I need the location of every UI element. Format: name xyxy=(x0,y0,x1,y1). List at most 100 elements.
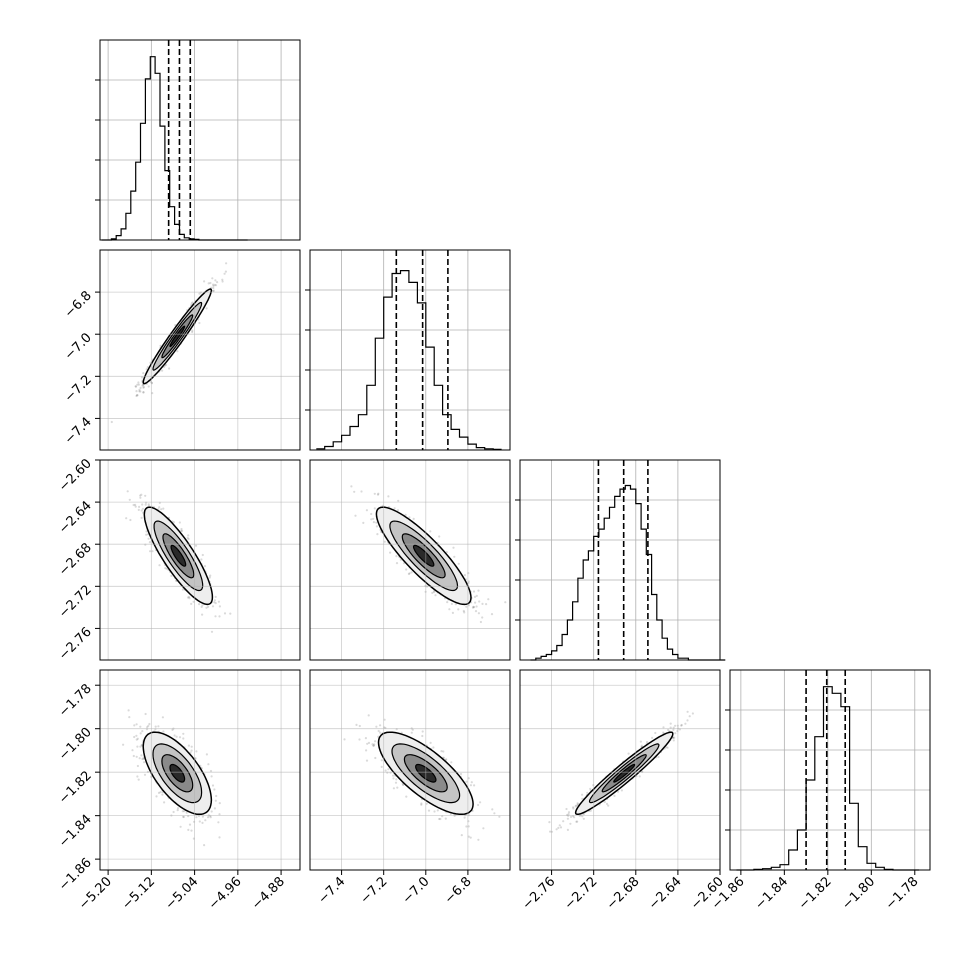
scatter-point xyxy=(473,784,476,787)
contour-level-3 xyxy=(170,544,187,567)
scatter-point xyxy=(162,507,165,510)
scatter-point xyxy=(389,551,392,554)
scatter-point xyxy=(485,603,488,606)
scatter-point xyxy=(377,729,380,733)
scatter-point xyxy=(380,765,383,769)
scatter-point xyxy=(442,756,445,759)
scatter-point xyxy=(210,286,213,289)
joint-panel-2-3 xyxy=(519,669,721,871)
scatter-point xyxy=(147,724,150,728)
scatter-point xyxy=(157,791,161,795)
scatter-point xyxy=(136,775,139,778)
scatter-point xyxy=(191,301,194,304)
scatter-point xyxy=(372,517,375,520)
scatter-point xyxy=(454,603,457,606)
scatter-point xyxy=(140,744,143,747)
joint-frame-0-3 xyxy=(99,669,301,871)
scatter-point xyxy=(205,307,208,310)
joint-plot-area xyxy=(125,490,232,633)
scatter-point xyxy=(142,511,145,514)
scatter-point xyxy=(140,376,144,379)
scatter-point xyxy=(475,605,478,608)
scatter-point xyxy=(143,773,147,776)
scatter-point xyxy=(147,504,151,507)
scatter-point xyxy=(198,820,201,823)
scatter-point xyxy=(427,809,431,812)
scatter-point xyxy=(467,604,470,607)
scatter-point xyxy=(451,611,454,615)
scatter-point xyxy=(581,793,584,796)
scatter-point xyxy=(666,746,669,749)
scatter-point xyxy=(135,738,138,741)
scatter-point xyxy=(216,281,219,284)
scatter-point xyxy=(192,600,195,603)
scatter-point xyxy=(198,321,201,325)
scatter-point xyxy=(431,591,434,595)
scatter-point xyxy=(410,571,413,574)
scatter-point xyxy=(640,744,643,747)
scatter-point xyxy=(432,591,436,594)
scatter-point xyxy=(210,630,214,633)
contour-level-3 xyxy=(412,544,435,567)
scatter-point xyxy=(176,807,180,810)
scatter-point xyxy=(217,600,220,603)
scatter-point xyxy=(481,616,484,619)
scatter-point xyxy=(187,534,190,537)
scatter-point xyxy=(201,613,204,616)
scatter-point xyxy=(365,509,368,512)
scatter-point xyxy=(639,740,643,743)
hist-panel-0 xyxy=(95,39,301,241)
hist-frame-2 xyxy=(519,459,721,661)
scatter-point xyxy=(471,606,475,609)
scatter-point xyxy=(364,737,367,740)
scatter-point xyxy=(491,808,494,811)
scatter-point xyxy=(214,279,217,282)
scatter-point xyxy=(375,521,378,524)
scatter-point xyxy=(438,535,441,538)
scatter-point xyxy=(367,714,370,717)
scatter-point xyxy=(438,817,441,821)
scatter-point xyxy=(161,716,164,719)
scatter-point xyxy=(144,503,147,506)
scatter-point xyxy=(218,615,221,618)
scatter-point xyxy=(185,811,188,814)
hist-frame-3 xyxy=(729,669,931,871)
scatter-point xyxy=(186,596,190,599)
scatter-point xyxy=(139,745,142,748)
scatter-point xyxy=(408,516,411,519)
scatter-point xyxy=(203,565,207,568)
hist-frame-1 xyxy=(309,249,511,451)
scatter-point xyxy=(200,558,203,561)
scatter-point xyxy=(436,809,439,812)
scatter-point xyxy=(218,605,221,608)
scatter-point xyxy=(201,553,204,557)
scatter-point xyxy=(203,844,206,847)
scatter-point xyxy=(217,821,220,824)
scatter-point xyxy=(654,731,657,735)
scatter-point xyxy=(162,730,165,733)
scatter-point xyxy=(136,764,139,768)
scatter-point xyxy=(213,283,216,286)
scatter-point xyxy=(586,791,589,794)
scatter-point xyxy=(465,605,468,608)
scatter-point xyxy=(137,383,140,386)
scatter-point xyxy=(190,602,193,606)
scatter-point xyxy=(180,527,183,531)
scatter-point xyxy=(672,728,675,732)
scatter-point xyxy=(446,601,449,604)
scatter-point xyxy=(173,734,176,737)
scatter-point xyxy=(141,507,144,510)
scatter-point xyxy=(212,289,215,292)
scatter-point xyxy=(473,595,477,599)
scatter-point xyxy=(136,737,139,740)
scatter-point xyxy=(405,795,408,798)
scatter-point xyxy=(477,612,480,615)
scatter-point xyxy=(469,784,472,787)
scatter-point xyxy=(187,828,190,832)
scatter-point xyxy=(138,505,141,508)
scatter-point xyxy=(176,809,179,812)
scatter-point xyxy=(680,724,683,727)
scatter-point xyxy=(134,385,138,388)
scatter-point xyxy=(582,817,585,820)
scatter-point xyxy=(143,761,146,764)
